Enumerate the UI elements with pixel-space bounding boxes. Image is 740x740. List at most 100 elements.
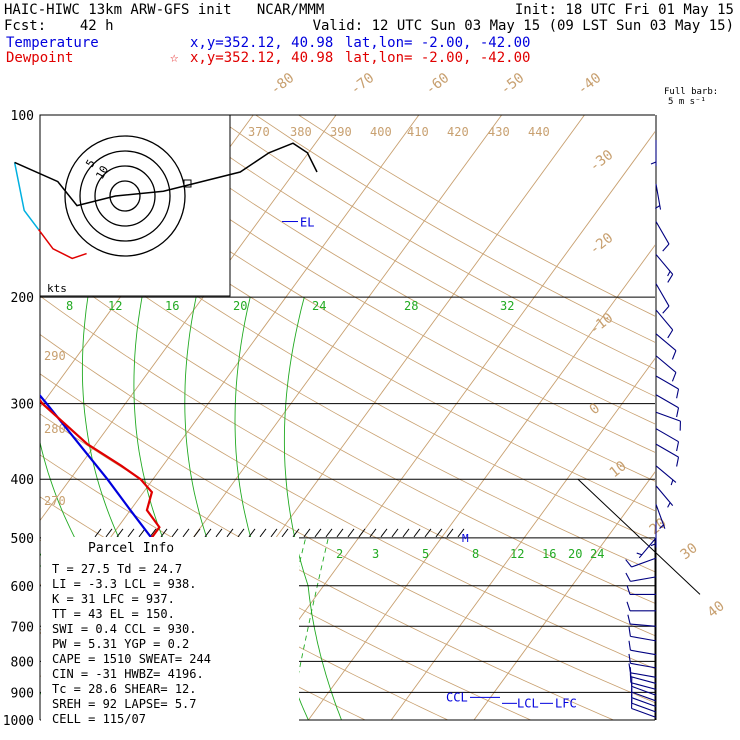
dry-adiabat-line [40,115,655,482]
hatch-mark [325,528,333,538]
pressure-tick-label: 500 [11,532,34,547]
wind-barb-half [654,205,661,209]
mixing-ratio-tick-label: 24 [312,299,326,313]
barb-legend-line1: Full barb: [664,87,718,97]
parcel-info-title: Parcel Info [88,541,174,556]
dry-adiabat-line [40,220,655,573]
hatch-mark [105,528,113,538]
wind-barb-full [667,329,674,339]
hatch-mark [226,528,234,538]
hodograph-box [39,114,231,297]
hatch-mark [116,528,124,538]
hatch-mark [358,528,366,538]
dry-adiabat-line [40,184,655,542]
wind-barb-full [662,305,670,314]
hatch-mark [270,528,278,538]
wind-barb-shaft [630,623,657,627]
wind-barb-half [659,524,664,529]
hodograph-axis-label: kts [47,282,67,295]
hatch-mark [314,528,322,538]
wind-barb-shaft [655,183,662,210]
wind-barb-full [625,559,632,568]
dry-adiabat-line [255,115,655,343]
wind-barb-shaft [655,411,681,422]
wind-barb-full [676,388,680,399]
isotherm-line [308,244,655,720]
dry-adiabat-tick-label: 290 [44,349,66,363]
dry-adiabat-line [40,257,655,604]
dry-adiabat-line [83,115,655,453]
parcel-info-box [41,537,299,723]
mixing-ratio-tick-label: 3 [372,547,379,561]
dry-adiabat-line [212,115,655,370]
wind-barb-shaft [630,635,657,642]
wind-barb-half [650,543,657,547]
wind-barb-full [676,457,680,467]
wind-barb-full [627,614,631,625]
plot-diagonal-border [577,478,701,595]
parcel-info-line: PW = 5.31 YGP = 0.2 [52,637,189,651]
temperature-xy: x,y=352.12, 40.98 [190,35,334,51]
hatch-mark [424,528,432,538]
wind-barb-shaft [630,576,657,582]
dry-adiabat-line [126,115,655,425]
hodograph-trace-low [13,162,40,231]
pressure-tick-label: 300 [11,398,34,413]
lcl-level-label: LCL [517,696,539,710]
isotherm-tick-label: 30 [678,540,701,563]
pressure-tick-label: 700 [11,620,34,635]
hatch-mark [237,528,245,538]
parcel-info-line: CIN = -31 HWBZ= 4196. [52,667,204,681]
temperature-label: Temperature [6,35,99,51]
hodograph-ring [109,180,141,212]
wind-barb-full [671,350,677,360]
hatch-mark [369,528,377,538]
wind-barb-shaft [655,394,679,409]
wind-barb-shaft [630,662,657,669]
wind-barb-half [670,479,674,486]
isotherm-tick-label: -80 [268,70,298,98]
mixing-ratio-tick-label: 12 [510,547,524,561]
parcel-info-line: T = 27.5 Td = 24.7 [52,562,182,576]
hatch-mark [292,528,300,538]
wind-barb-shaft [655,465,677,483]
dewpoint-latlon: lat,lon= -2.00, -42.00 [345,50,531,66]
hatch-mark [446,528,454,538]
isotherm-tick-label: -40 [575,70,605,98]
isotherm-line [390,357,655,720]
dry-adiabat-line [40,373,655,704]
wind-barb-full [676,407,680,418]
isotherm-tick-label: -70 [348,70,378,98]
barb-legend-line2: 5 m s⁻¹ [668,97,706,107]
wind-barb-full [676,441,680,452]
ccl-level-label: CCL [446,690,468,704]
wind-barb-shaft [655,375,679,390]
hatch-mark [127,528,135,538]
isotherm-line [40,115,337,522]
parcel-info-line: CELL = 115/07 [52,712,146,726]
wind-barb-shaft [655,221,670,245]
dry-adiabat-tick-label: 420 [447,125,469,139]
isotherm-line [225,131,655,720]
temperature-latlon: lat,lon= -2.00, -42.00 [345,35,531,51]
hatch-mark [193,528,201,538]
wind-barb-full [671,372,677,382]
wind-barb-half [650,161,657,165]
wind-barb-shaft [631,557,657,568]
wind-barb-full [628,653,631,664]
wind-barb-shaft [655,254,674,275]
hodograph-trace-bottom [38,229,87,260]
wind-barb-full [625,572,631,582]
wind-barb-shaft [631,685,657,696]
hodograph-trace [14,142,318,207]
pressure-tick-label: 400 [11,473,34,488]
wind-barb-shaft [655,443,679,458]
dry-adiabat-line [40,148,655,512]
dry-adiabat-tick-label: 380 [290,125,312,139]
wind-barb-shaft [655,283,670,307]
dry-adiabat-line [298,115,655,317]
wind-barb-shaft [630,649,657,656]
hodograph-ring [79,150,171,242]
wind-barb-shaft [631,702,657,713]
pressure-tick-label: 600 [11,580,34,595]
